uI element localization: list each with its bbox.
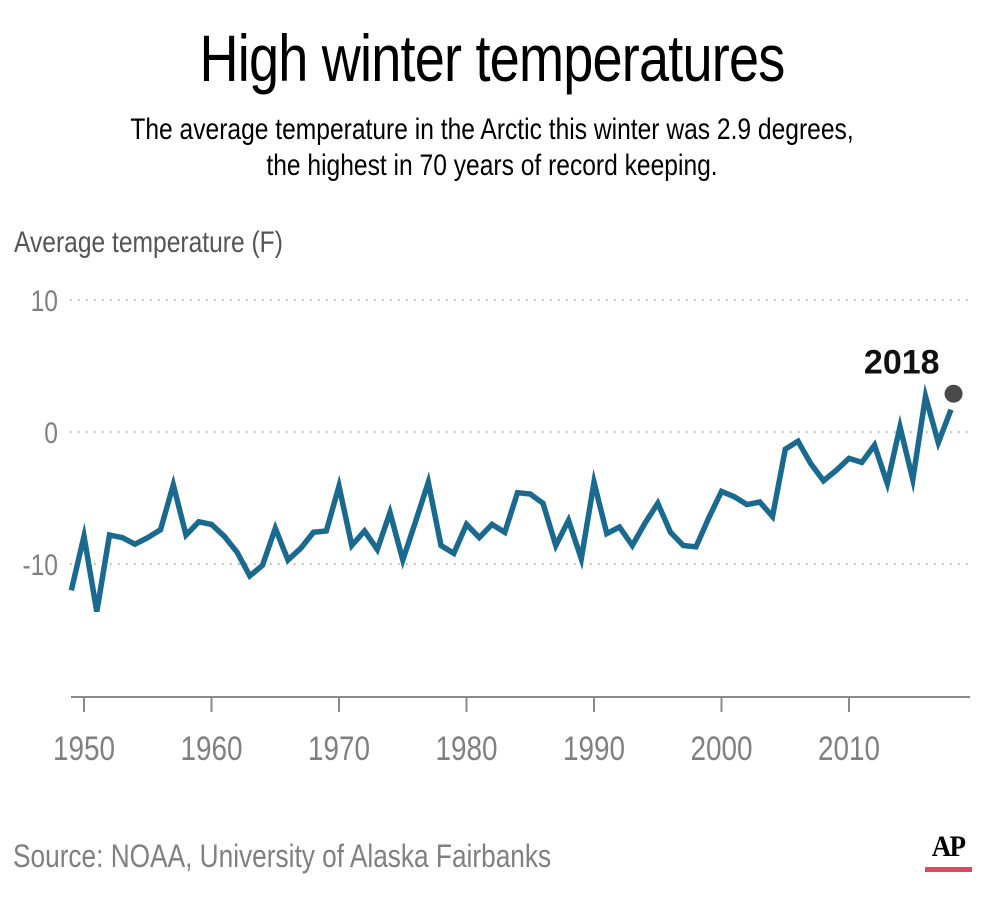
- x-tick-label: 1950: [53, 729, 115, 767]
- x-tick-label: 1970: [308, 729, 370, 767]
- y-tick-label: 10: [31, 284, 58, 318]
- data-series: [68, 383, 954, 612]
- y-tick-label: -10: [22, 548, 58, 582]
- y-tick-labels: 10 0 -10: [22, 284, 58, 582]
- y-tick-label: 0: [44, 416, 58, 450]
- chart-subtitle: The average temperature in the Arctic th…: [89, 112, 896, 184]
- ap-logo-bar: [925, 867, 972, 872]
- y-axis-label: Average temperature (F): [14, 226, 283, 259]
- x-tick-label: 2010: [818, 729, 880, 767]
- series-line: [68, 383, 954, 612]
- chart-title: High winter temperatures: [199, 21, 786, 95]
- annotation-label: 2018: [864, 344, 940, 382]
- x-tick-label: 2000: [691, 729, 753, 767]
- source-note: Source: NOAA, University of Alaska Fairb…: [13, 838, 552, 874]
- x-axis: 1950 1960 1970 1980 1990 2000 2010: [53, 696, 970, 768]
- x-tick-label: 1990: [563, 729, 625, 767]
- highlight-dot-2018: [944, 384, 963, 403]
- grid-lines: [70, 299, 968, 565]
- x-tick-label: 1960: [180, 729, 242, 767]
- subtitle-line-1: The average temperature in the Arctic th…: [130, 113, 854, 146]
- x-tick-label: 1980: [436, 729, 498, 767]
- subtitle-line-2: the highest in 70 years of record keepin…: [266, 149, 718, 182]
- ap-logo: AP: [931, 830, 966, 863]
- annotations: 2018: [864, 344, 963, 403]
